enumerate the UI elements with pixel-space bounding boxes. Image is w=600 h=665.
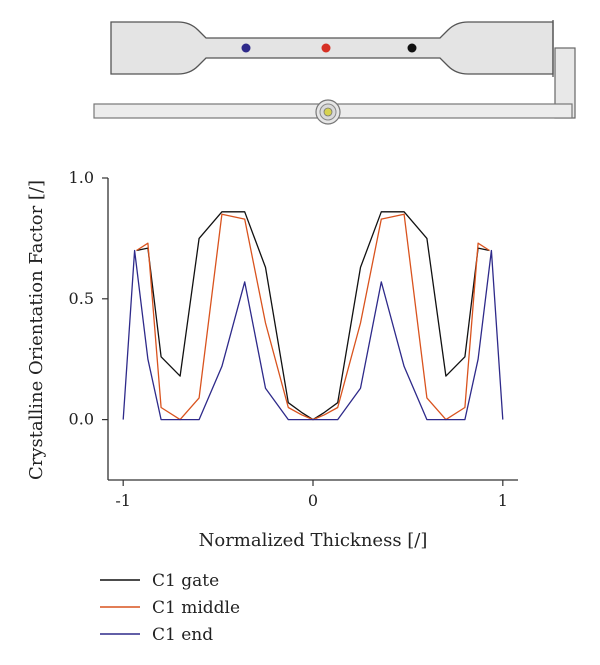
marker-gate-point (407, 43, 417, 53)
series-line-1 (136, 211, 490, 421)
y-tick-label: 0.0 (69, 410, 94, 429)
y-axis-title: Crystalline Orientation Factor [/] (26, 180, 47, 480)
gate-icon (315, 99, 341, 125)
legend: C1 gate C1 middle C1 end (100, 571, 240, 645)
legend-label: C1 end (152, 625, 213, 645)
legend-label: C1 middle (152, 598, 240, 618)
series-line-2 (136, 213, 490, 421)
legend-label: C1 gate (152, 571, 219, 591)
marker-end-point (241, 43, 251, 53)
x-tick-label: 0 (308, 491, 318, 510)
series-lines (122, 211, 504, 421)
x-tick-label: 1 (498, 491, 508, 510)
marker-middle-point (321, 43, 331, 53)
y-tick-label: 0.5 (69, 289, 94, 308)
plot-axes (107, 178, 518, 481)
y-tick-label: 1.0 (69, 168, 94, 187)
specimen-illustration (93, 20, 576, 125)
series-line-3 (122, 249, 504, 421)
x-axis-title: Normalized Thickness [/] (199, 530, 428, 551)
axis-ticks: -1 0 1 0.0 0.5 1.0 (69, 168, 508, 510)
x-tick-label: -1 (115, 491, 131, 510)
